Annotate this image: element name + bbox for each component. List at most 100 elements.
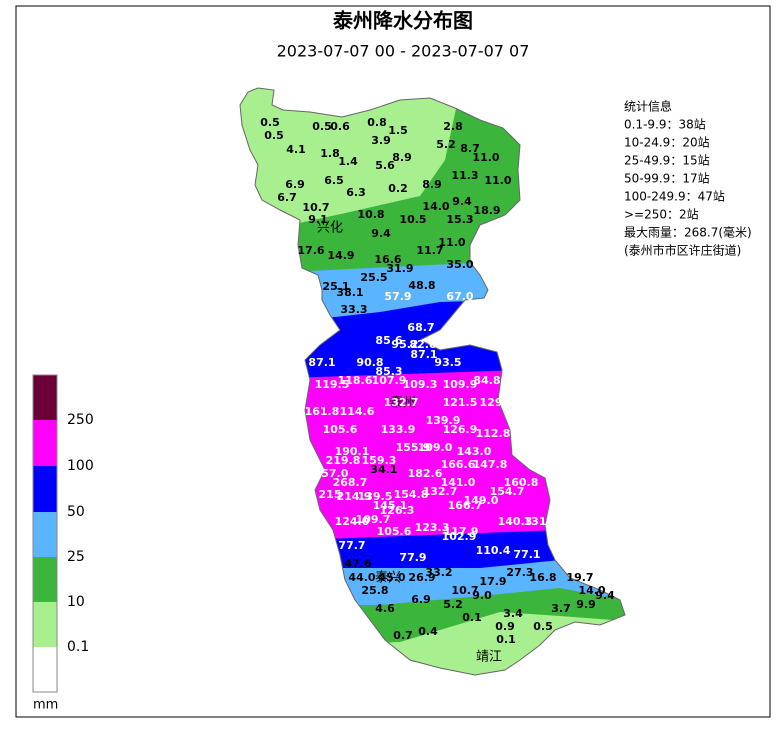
station-value: 140.3 [498, 515, 533, 528]
zone-magenta [290, 370, 560, 545]
station-value: 133.9 [381, 423, 416, 436]
station-value: 132.7 [423, 485, 458, 498]
station-value: 139.9 [426, 414, 461, 427]
station-value: 16.6 [374, 253, 401, 266]
station-value: 90.8 [356, 356, 383, 369]
station-value: 166.7 [448, 499, 483, 512]
station-value: 11.0 [472, 151, 499, 164]
station-value: 149.0 [464, 494, 499, 507]
station-value: 15.3 [446, 213, 473, 226]
station-value: 44.0 [348, 571, 375, 584]
legend-label: 250 [67, 412, 94, 428]
stat-line: 10-24.9：20站 [624, 136, 710, 150]
station-value: 159.3 [362, 454, 397, 467]
station-value: 110.4 [476, 544, 511, 557]
station-value: 93.5 [434, 356, 461, 369]
station-value: 166.6 [441, 458, 476, 471]
station-value: 47.6 [344, 557, 371, 570]
place-name: 兴化 [317, 221, 343, 236]
station-value: 8.9 [392, 151, 412, 164]
subtitle: 2023-07-07 00 - 2023-07-07 07 [277, 42, 530, 61]
station-value: 77.9 [399, 551, 426, 564]
stat-line: 25-49.9：15站 [624, 154, 710, 168]
station-value: 8.9 [422, 178, 442, 191]
station-value: 14.9 [327, 249, 354, 262]
station-value: 126.3 [380, 504, 415, 517]
station-value: 25.8 [361, 584, 388, 597]
station-value: 84.8 [473, 374, 500, 387]
station-value: 3.4 [503, 607, 523, 620]
colorbar-seg [33, 466, 57, 512]
station-value: 105.6 [323, 423, 358, 436]
station-value: 11.0 [438, 236, 465, 249]
station-value: 182.6 [408, 467, 443, 480]
station-value: 11.0 [484, 174, 511, 187]
station-value: 124.0 [335, 515, 370, 528]
station-value: 6.9 [411, 593, 431, 606]
station-value: 9.0 [472, 589, 492, 602]
station-value: 109.9 [443, 378, 478, 391]
station-value: 143.0 [457, 445, 492, 458]
station-value: 6.5 [324, 174, 344, 187]
station-value: 123.3 [415, 521, 450, 534]
station-value: 18.9 [473, 204, 500, 217]
place-name: 泰兴 [375, 571, 401, 586]
colorbar-seg [33, 375, 57, 420]
station-value: 126.9 [443, 423, 478, 436]
station-value: 2.8 [443, 120, 463, 133]
colorbar-border [32, 374, 58, 693]
station-value: 0.4 [418, 625, 438, 638]
station-value: 129 [480, 396, 503, 409]
station-value: 57.9 [384, 290, 411, 303]
station-value: 95.2 [391, 338, 418, 351]
station-value: 112.8 [476, 427, 511, 440]
station-value: 10.5 [399, 213, 426, 226]
station-value: 105.6 [377, 525, 412, 538]
stat-line: >=250：2站 [624, 208, 699, 222]
station-value: 154.8 [394, 488, 429, 501]
station-value: 25.5 [360, 271, 387, 284]
station-value: 0.9 [495, 620, 515, 633]
station-value: 33.3 [340, 303, 367, 316]
zone-blue-south [300, 530, 560, 575]
station-value: 147.8 [473, 458, 508, 471]
station-value: 161.8 [305, 405, 340, 418]
station-value: 6.7 [277, 191, 297, 204]
station-value: 0.8 [367, 116, 387, 129]
station-value: 0.5 [533, 620, 553, 633]
station-value: 85.3 [375, 365, 402, 378]
station-value: 109.7 [356, 513, 391, 526]
station-value: 5.2 [436, 138, 456, 151]
station-value: 8.7 [460, 142, 480, 155]
station-value: 102.9 [442, 530, 477, 543]
station-value: 17.6 [297, 244, 324, 257]
station-value: 1.4 [338, 155, 358, 168]
legend-unit: mm [33, 698, 58, 713]
station-value: 25.1 [322, 280, 349, 293]
station-value: 9.9 [576, 598, 596, 611]
station-value: 4.6 [375, 602, 395, 615]
station-value: 77.1 [513, 548, 540, 561]
station-value: 11.3 [451, 169, 478, 182]
station-value: 0.5 [264, 129, 284, 142]
station-value: 114.6 [340, 405, 375, 418]
station-value: 4.1 [286, 143, 306, 156]
station-value: 139.5 [358, 490, 393, 503]
station-value: 82.6 [409, 338, 436, 351]
station-value: 0.2 [388, 182, 408, 195]
station-value: 6.9 [285, 178, 305, 191]
station-value: 9.4 [371, 227, 391, 240]
station-value: 48.8 [408, 279, 435, 292]
station-value: 109.0 [418, 441, 453, 454]
stat-line: 统计信息 [624, 99, 672, 114]
station-value: 1.8 [320, 147, 340, 160]
station-value: 68.7 [407, 321, 434, 334]
station-value: 0.7 [393, 629, 413, 642]
station-value: 268.7 [333, 476, 368, 489]
station-value: 5.6 [375, 159, 395, 172]
stat-line: 0.1-9.9：38站 [624, 118, 706, 132]
legend-label: 0.1 [67, 639, 89, 655]
station-value: 3.9 [371, 134, 391, 147]
